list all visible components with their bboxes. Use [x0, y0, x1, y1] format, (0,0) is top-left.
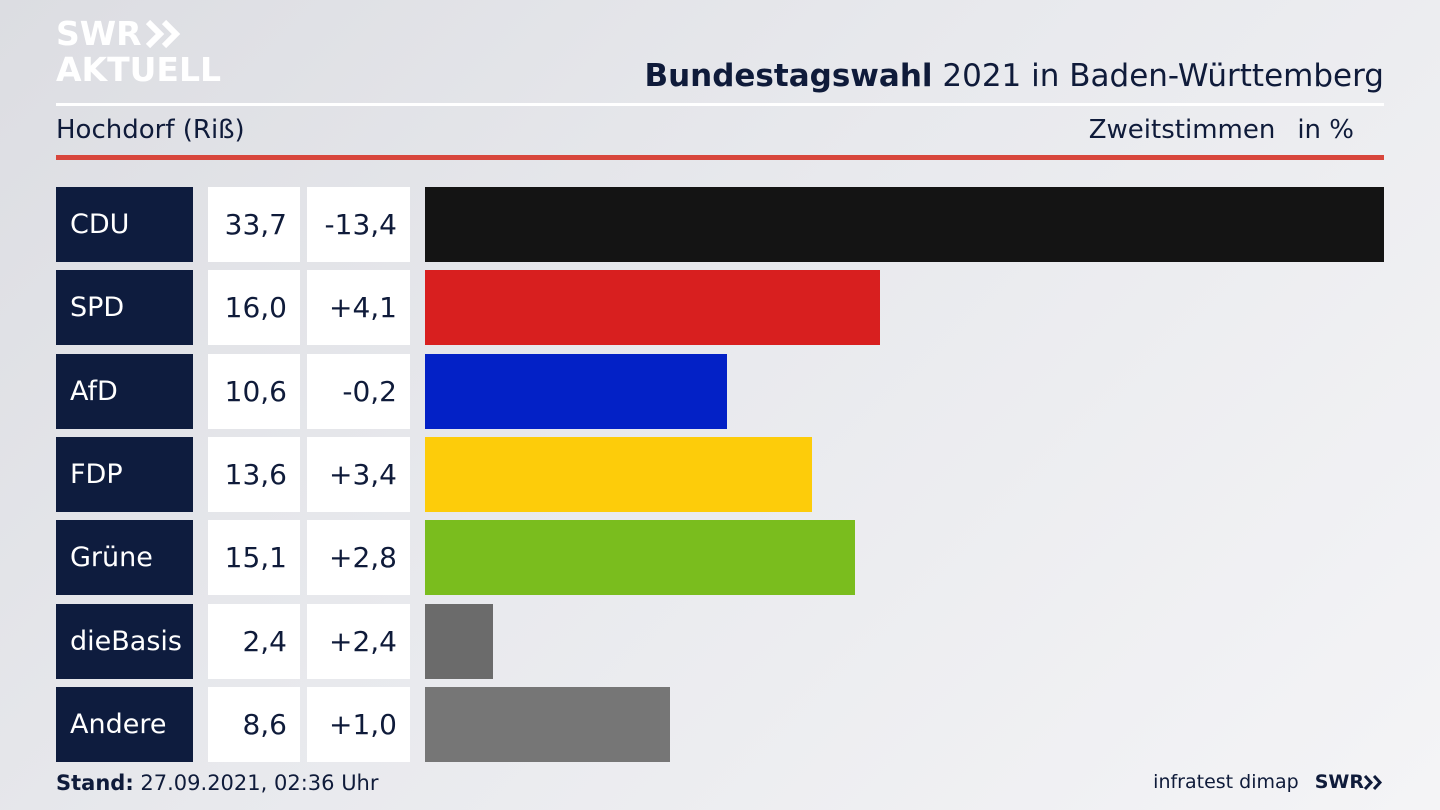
change-label: +3,4: [307, 436, 410, 512]
double-chevron-icon: [1364, 774, 1383, 790]
result-bar: [425, 353, 727, 429]
party-label: Grüne: [56, 520, 193, 596]
logo-line-1: SWR: [56, 14, 142, 53]
double-chevron-icon: [145, 20, 180, 48]
swr-aktuell-logo: SWR AKTUELL: [56, 16, 221, 88]
change-label: +2,8: [307, 520, 410, 596]
source-label: infratest dimap: [1153, 771, 1299, 793]
result-row: SPD 16,0 +4,1: [56, 270, 1384, 346]
page-title: Bundestagswahl 2021 in Baden-Württemberg: [644, 58, 1384, 94]
result-row: Grüne 15,1 +2,8: [56, 520, 1384, 596]
result-row: FDP 13,6 +3,4: [56, 436, 1384, 512]
stand-label: Stand:: [56, 771, 134, 795]
title-bold: Bundestagswahl: [644, 58, 933, 94]
result-row: dieBasis 2,4 +2,4: [56, 603, 1384, 679]
logo-line-2: AKTUELL: [56, 50, 222, 89]
change-label: +4,1: [307, 270, 410, 346]
party-label: dieBasis: [56, 603, 193, 679]
change-label: +1,0: [307, 686, 410, 762]
result-row: AfD 10,6 -0,2: [56, 353, 1384, 429]
result-bar: [425, 686, 670, 762]
party-label: SPD: [56, 270, 193, 346]
accent-divider: [56, 155, 1384, 160]
header-divider: [56, 103, 1384, 106]
vote-share-label: 16,0: [208, 270, 300, 346]
party-label: CDU: [56, 187, 193, 262]
vote-share-label: 2,4: [208, 603, 300, 679]
result-bar: [425, 270, 881, 346]
stand-value: 27.09.2021, 02:36 Uhr: [140, 771, 379, 795]
source-credit: infratest dimap SWR: [1153, 771, 1384, 793]
change-label: +2,4: [307, 603, 410, 679]
footer-logo-text: SWR: [1314, 771, 1364, 793]
measure-name: Zweitstimmen: [1088, 115, 1276, 145]
result-row: CDU 33,7 -13,4: [56, 187, 1384, 262]
party-label: Andere: [56, 686, 193, 762]
vote-share-label: 10,6: [208, 353, 300, 429]
vote-share-label: 13,6: [208, 436, 300, 512]
swr-footer-logo: SWR: [1315, 771, 1384, 793]
result-bar: [425, 436, 812, 512]
change-label: -13,4: [307, 187, 410, 262]
party-label: AfD: [56, 353, 193, 429]
result-bar: [425, 603, 494, 679]
change-label: -0,2: [307, 353, 410, 429]
title-rest: 2021 in Baden-Württemberg: [942, 58, 1384, 94]
vote-share-label: 15,1: [208, 520, 300, 596]
measure-label: Zweitstimmen in %: [1089, 115, 1354, 145]
party-label: FDP: [56, 436, 193, 512]
result-bar: [425, 187, 1384, 262]
result-row: Andere 8,6 +1,0: [56, 686, 1384, 762]
vote-share-label: 8,6: [208, 686, 300, 762]
unit-label: in %: [1297, 115, 1354, 145]
region-label: Hochdorf (Riß): [56, 115, 245, 145]
timestamp: Stand: 27.09.2021, 02:36 Uhr: [56, 771, 379, 795]
vote-share-label: 33,7: [208, 187, 300, 262]
result-bar: [425, 520, 855, 596]
